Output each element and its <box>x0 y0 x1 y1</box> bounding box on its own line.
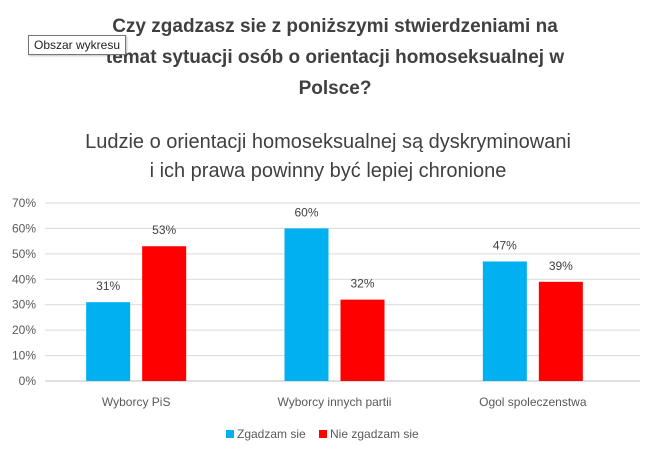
y-tick-label: 60% <box>12 221 36 235</box>
y-tick-label: 30% <box>12 298 36 312</box>
chart-title-line: Czy zgadzasz sie z poniższymi stwierdzen… <box>112 16 558 37</box>
x-tick-label: Ogol spoleczenstwa <box>479 395 587 409</box>
legend-swatch <box>319 430 327 438</box>
chart-subtitle-line: Ludzie o orientacji homoseksualnej są dy… <box>85 131 571 153</box>
chart-title-line: Polsce? <box>299 78 372 99</box>
legend-label: Zgadzam sie <box>237 427 306 441</box>
legend-swatch <box>226 430 234 438</box>
y-tick-label: 10% <box>12 349 36 363</box>
x-tick-label: Wyborcy innych partii <box>278 395 392 409</box>
chart-subtitle-line: i ich prawa powinny być lepiej chronione <box>150 160 507 182</box>
y-tick-label: 50% <box>12 247 36 261</box>
bar-nie-zgadzam <box>340 299 385 381</box>
bar-zgadzam <box>86 302 131 381</box>
bar-nie-zgadzam <box>142 246 187 381</box>
y-tick-label: 20% <box>12 323 36 337</box>
y-tick-label: 70% <box>12 196 36 210</box>
bar-zgadzam <box>284 228 329 381</box>
chart-area-tooltip: Obszar wykresu <box>28 35 127 55</box>
data-label: 39% <box>549 259 573 273</box>
y-tick-label: 40% <box>12 272 36 286</box>
chart-title-line: temat sytuacji osób o orientacji homosek… <box>106 47 564 68</box>
y-tick-label: 0% <box>19 374 37 388</box>
data-label: 47% <box>493 238 517 252</box>
data-label: 32% <box>350 277 374 291</box>
data-label: 60% <box>294 205 318 219</box>
legend-label: Nie zgadzam sie <box>330 427 419 441</box>
data-label: 53% <box>152 223 176 237</box>
data-label: 31% <box>96 279 120 293</box>
bar-nie-zgadzam <box>538 281 583 381</box>
x-tick-label: Wyborcy PiS <box>102 395 171 409</box>
bar-zgadzam <box>482 261 527 381</box>
